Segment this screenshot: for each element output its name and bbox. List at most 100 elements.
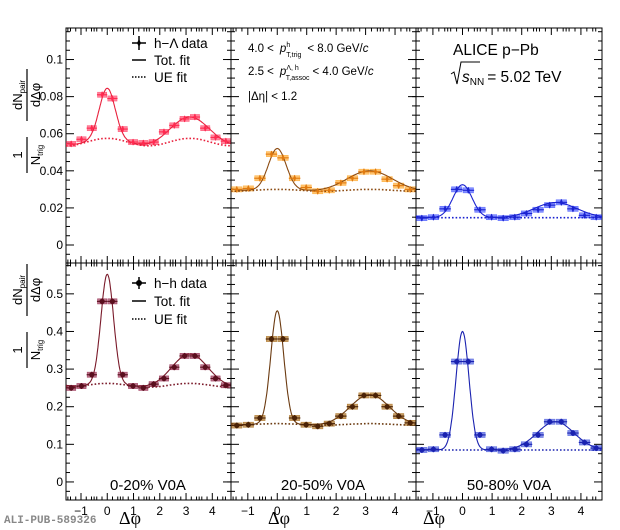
data-point — [397, 182, 401, 190]
legend-data-marker-icon — [132, 277, 146, 289]
legend-data-marker-icon — [132, 36, 146, 50]
y-tick-label: 0.04 — [40, 164, 64, 178]
data-point — [536, 206, 540, 214]
x-axis-label-middle: Δφ — [268, 508, 290, 528]
x-tick-label: 4 — [392, 504, 399, 518]
y-tick-label: 0.3 — [46, 362, 63, 376]
data-point — [454, 358, 460, 365]
legend-tot-fit-label: Tot. fit — [154, 53, 190, 68]
trig-pt-range: 4.0 < ph T,trig< 8.0 GeV/c — [248, 42, 369, 59]
panel-top-right — [412, 27, 603, 264]
data-point — [212, 375, 219, 382]
data-point — [120, 372, 126, 378]
y-label-denominator: dΔφ — [28, 278, 43, 302]
data-point — [512, 446, 518, 452]
panel-bottom-right: −1 0 1 2 3 4 — [412, 262, 603, 518]
data-point — [99, 298, 105, 304]
eta-cut: |Δη| < 1.2 — [248, 91, 297, 103]
total-fit-line — [66, 87, 231, 145]
data-point — [171, 364, 177, 370]
data-point — [303, 422, 309, 428]
data-point — [192, 353, 198, 359]
data-point — [372, 392, 379, 399]
data-point — [339, 179, 343, 187]
panel-plot-area — [66, 273, 231, 391]
data-point — [350, 174, 355, 182]
panel-top-left: 0 0.02 0.04 0.06 0.08 0.1 — [40, 27, 232, 264]
legend-tot-fit-label: Tot. fit — [154, 294, 190, 309]
data-point — [161, 375, 167, 382]
x-tick-label: 0 — [459, 504, 466, 518]
data-point — [109, 298, 116, 304]
data-point — [203, 124, 207, 132]
data-point — [559, 198, 563, 206]
data-point — [420, 214, 424, 222]
data-point — [235, 185, 239, 193]
data-point — [571, 205, 575, 213]
y-axis-label-top: dNpair dΔφ — [10, 69, 43, 121]
total-fit-line — [416, 184, 602, 218]
data-point — [224, 137, 228, 145]
data-point — [246, 184, 250, 192]
data-point — [281, 154, 285, 162]
kinematic-cuts: 4.0 < ph T,trig< 8.0 GeV/c 2.5 < pΛ, h T,ass… — [248, 42, 374, 103]
x-tick-label: 2 — [333, 504, 340, 518]
legend-data-label: h−h data — [154, 276, 207, 291]
data-point — [465, 358, 471, 365]
data-point — [202, 364, 208, 370]
x-tick-label: 1 — [130, 504, 137, 518]
total-fit-line — [416, 330, 602, 451]
data-point — [362, 168, 366, 176]
data-point — [466, 186, 470, 194]
legend-ue-fit-label: UE fit — [154, 312, 187, 327]
x-tick-label: 0 — [274, 504, 281, 518]
x-tick-label: 2 — [156, 504, 163, 518]
x-tick-label: 0 — [104, 504, 111, 518]
data-point — [570, 430, 576, 436]
y-prefactor-denominator: Ntrig — [28, 340, 45, 361]
x-tick-label: −1 — [426, 504, 440, 518]
legend-ue-fit-label: UE fit — [154, 70, 187, 85]
legend-bottom: h−h data Tot. fit UE fit — [132, 276, 207, 327]
sqrt-icon — [450, 61, 480, 85]
panel-bottom-middle: −1 0 1 2 3 4 — [227, 262, 417, 518]
data-point — [419, 447, 425, 453]
data-point — [79, 135, 84, 143]
data-point — [431, 213, 436, 221]
data-point — [385, 175, 389, 183]
data-point — [130, 383, 136, 389]
data-point — [396, 413, 402, 419]
data-point — [513, 213, 517, 221]
data-point — [292, 415, 298, 421]
data-point — [193, 113, 197, 121]
data-point — [121, 125, 125, 133]
data-point — [581, 439, 588, 446]
data-point — [131, 138, 135, 146]
data-point — [535, 432, 541, 438]
x-axis-label-left: Δφ — [119, 508, 141, 528]
data-point — [442, 432, 448, 438]
data-point — [407, 420, 413, 426]
data-point — [181, 353, 188, 359]
y-tick-label: 0.06 — [40, 127, 64, 141]
data-point — [455, 185, 459, 193]
total-fit-line — [231, 147, 416, 191]
panel-frame — [415, 27, 603, 264]
data-point — [315, 423, 321, 429]
data-point — [151, 381, 157, 387]
data-point — [69, 140, 73, 148]
data-point — [89, 372, 95, 378]
y-label-numerator: dNpair — [10, 275, 27, 305]
data-point — [384, 404, 390, 410]
y-axis-label-bottom: dNpair dΔφ — [10, 264, 43, 316]
y-prefactor-numerator: 1 — [10, 151, 25, 158]
data-point — [408, 185, 412, 193]
panel-top-middle — [227, 27, 417, 264]
y-tick-label: 0.2 — [46, 400, 63, 414]
panel-plot-area — [231, 147, 416, 195]
y-tick-label: 0.1 — [46, 53, 63, 67]
data-point — [268, 336, 275, 342]
data-point — [182, 115, 187, 123]
data-point — [162, 128, 166, 136]
